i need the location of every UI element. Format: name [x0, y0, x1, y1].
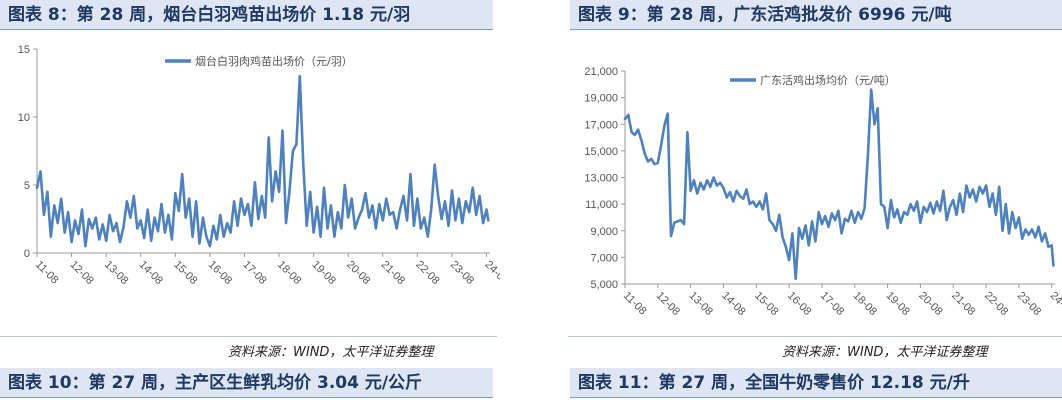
y-tick-label: 21,000 — [584, 66, 618, 78]
x-tick-label: 20-08 — [916, 290, 944, 318]
chart-live-chicken-price: 5,000 7,000 9,000 11,000 13,000 15,000 17,000 1… — [584, 66, 1062, 318]
y-tick-label: 11,000 — [585, 199, 618, 211]
y-tick-label: 15 — [18, 44, 30, 56]
y-tick-label: 9,000 — [590, 226, 618, 238]
x-tick-label: 23-08 — [448, 259, 476, 287]
panel-title-11: 图表 11：第 27 周，全国牛奶零售价 12.18 元/升 — [570, 368, 1062, 398]
y-tick-label: 15,000 — [584, 146, 618, 158]
x-tick-label: 24-08 — [1048, 290, 1062, 318]
x-tick-label: 15-08 — [752, 290, 780, 318]
x-tick-label: 19-08 — [883, 290, 911, 318]
source-note-right: 资料来源：WIND，太平洋证券整理 — [782, 345, 988, 360]
x-tick-label: 22-08 — [982, 290, 1010, 318]
x-tick-label: 20-08 — [344, 259, 372, 287]
x-tick-label: 15-08 — [171, 259, 199, 287]
x-tick-label: 21-08 — [379, 259, 407, 287]
x-tick-label: 24-08 — [482, 259, 500, 287]
y-tick-label: 7,000 — [590, 252, 618, 264]
legend-label: 烟台白羽肉鸡苗出场价（元/羽） — [195, 54, 353, 68]
source-divider-right — [568, 336, 1062, 337]
y-tick-label: 10 — [18, 112, 30, 124]
x-tick-label: 11-08 — [33, 259, 61, 287]
y-tick-label: 0 — [24, 248, 30, 260]
y-tick-label: 5 — [24, 180, 30, 192]
y-tick-label: 19,000 — [584, 93, 618, 105]
x-tick-label: 18-08 — [275, 259, 303, 287]
y-tick-label: 5,000 — [590, 279, 618, 291]
x-tick-label: 22-08 — [413, 259, 441, 287]
x-tick-label: 16-08 — [785, 290, 813, 318]
x-tick-label: 21-08 — [949, 290, 977, 318]
x-tick-label: 12-08 — [67, 259, 95, 287]
x-tick-label: 18-08 — [851, 290, 879, 318]
panel-title-8: 图表 8：第 28 周，烟台白羽鸡苗出场价 1.18 元/羽 — [0, 0, 493, 30]
x-tick-label: 19-08 — [310, 259, 338, 287]
x-tick-label: 11-08 — [621, 290, 649, 318]
x-tick-label: 17-08 — [818, 290, 846, 318]
panel-title-10: 图表 10：第 27 周，主产区生鲜乳均价 3.04 元/公斤 — [0, 368, 493, 398]
x-tick-label: 14-08 — [137, 259, 165, 287]
series-line — [35, 74, 490, 248]
x-tick-label: 12-08 — [654, 290, 682, 318]
panel-title-9: 图表 9：第 28 周，广东活鸡批发价 6996 元/吨 — [570, 0, 1062, 30]
x-tick-label: 14-08 — [719, 290, 747, 318]
y-tick-label: 13,000 — [584, 173, 618, 185]
chart-chick-price: 0 5 10 15 11-08 12-08 13-08 14-08 15-08 16-08 17-0… — [18, 44, 500, 287]
x-tick-label: 16-08 — [206, 259, 234, 287]
source-note-left: 资料来源：WIND，太平洋证券整理 — [228, 345, 434, 360]
x-tick-label: 13-08 — [102, 259, 130, 287]
legend-label: 广东活鸡出场均价（元/吨） — [760, 73, 896, 87]
source-divider-left — [0, 336, 497, 337]
x-tick-label: 17-08 — [240, 259, 268, 287]
series-line — [623, 88, 1055, 280]
x-tick-label: 13-08 — [687, 290, 715, 318]
x-tick-label: 23-08 — [1015, 290, 1043, 318]
y-tick-label: 17,000 — [584, 119, 618, 131]
